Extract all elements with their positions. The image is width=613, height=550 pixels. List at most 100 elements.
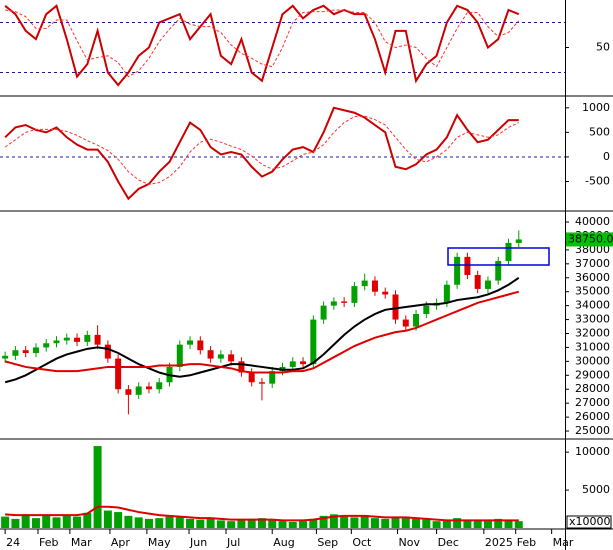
volume-bar xyxy=(432,521,441,528)
candle-body xyxy=(84,334,91,342)
x-tick-label: Dec xyxy=(438,536,459,549)
y-tick-label: 34000 xyxy=(575,299,610,312)
volume-bar xyxy=(340,516,349,528)
x-tick-label: Feb xyxy=(517,536,536,549)
candle-body xyxy=(258,382,265,384)
x-tick-label: Sep xyxy=(317,536,338,549)
x-tick-label: 2025 xyxy=(485,536,513,549)
candle-body xyxy=(402,319,409,327)
volume-bar xyxy=(134,517,143,528)
candle-body xyxy=(53,340,60,344)
candle-body xyxy=(43,343,50,348)
volume-bar xyxy=(309,518,318,528)
y-tick-label: -500 xyxy=(585,175,610,188)
candle-body xyxy=(443,284,450,303)
volume-bar xyxy=(103,510,112,528)
candle-body xyxy=(413,313,420,327)
candle-body xyxy=(495,261,502,281)
volume-bar xyxy=(42,515,51,528)
volume-bar xyxy=(196,519,205,528)
y-tick-label: 10000 xyxy=(575,445,610,458)
unit-box xyxy=(566,515,612,529)
candle-body xyxy=(464,256,471,275)
y-tick-label: 25000 xyxy=(575,424,610,437)
candle-body xyxy=(330,301,337,306)
x-tick-label: Oct xyxy=(352,536,372,549)
volume-bar xyxy=(401,516,410,528)
line-series xyxy=(4,290,520,374)
y-tick-label: 35000 xyxy=(575,285,610,298)
y-tick-label: 50 xyxy=(596,41,610,54)
candle-body xyxy=(156,382,163,390)
volume-bar xyxy=(278,521,287,528)
candle-body xyxy=(371,280,378,292)
y-tick-label: 36000 xyxy=(575,271,610,284)
candle-body xyxy=(228,354,235,362)
volume-bar xyxy=(186,518,195,528)
volume-bar xyxy=(473,520,482,528)
volume-bar xyxy=(11,518,20,528)
volume-bar xyxy=(206,518,215,528)
volume-bar xyxy=(453,518,462,528)
volume-bar xyxy=(350,517,359,528)
x-tick-label: Mar xyxy=(71,536,92,549)
volume-bar xyxy=(381,518,390,528)
y-tick-label: 33000 xyxy=(575,313,610,326)
volume-bar xyxy=(114,512,123,528)
candle-body xyxy=(351,286,358,303)
volume-bar xyxy=(257,518,266,528)
volume-bar xyxy=(227,521,236,528)
y-tick-label: 5000 xyxy=(582,483,610,496)
volume-bar xyxy=(21,514,30,528)
y-tick-label: 37000 xyxy=(575,257,610,270)
candle-body xyxy=(125,389,132,395)
volume-bar xyxy=(442,520,451,528)
volume-bar xyxy=(299,521,308,528)
candle-body xyxy=(2,355,9,359)
last-price-box xyxy=(566,232,613,247)
y-tick-label: 32000 xyxy=(575,326,610,339)
volume-bar xyxy=(62,515,71,528)
line-series xyxy=(5,9,520,78)
x-tick-label: 24 xyxy=(6,536,20,549)
volume-bar xyxy=(360,515,369,528)
volume-bar xyxy=(124,515,133,528)
volume-bar xyxy=(483,519,492,528)
candle-body xyxy=(484,280,491,289)
volume-bar xyxy=(93,446,102,528)
volume-bar xyxy=(412,518,421,528)
volume-bar xyxy=(83,512,92,528)
candle-body xyxy=(207,350,214,359)
candle-body xyxy=(423,305,430,314)
volume-bar xyxy=(422,519,431,528)
candle-body xyxy=(515,239,522,243)
candle-body xyxy=(382,291,389,295)
volume-bar xyxy=(175,517,184,528)
candle-body xyxy=(238,361,245,373)
y-tick-label: 31000 xyxy=(575,340,610,353)
candle-body xyxy=(320,305,327,320)
candle-body xyxy=(361,280,368,287)
volume-bar xyxy=(73,516,82,528)
volume-bar xyxy=(463,519,472,528)
x-tick-label: May xyxy=(148,536,171,549)
unit-label: x10000 xyxy=(569,515,611,528)
line-series xyxy=(4,276,520,384)
y-tick-label: 28000 xyxy=(575,382,610,395)
volume-bar xyxy=(514,521,523,528)
candle-body xyxy=(310,319,317,365)
last-price-label: 38750.00 xyxy=(568,232,613,245)
volume-bar xyxy=(165,516,174,528)
x-tick-label: Mar xyxy=(553,536,574,549)
candle-body xyxy=(454,256,461,285)
candle-body xyxy=(32,347,39,354)
candle-body xyxy=(135,386,142,395)
candle-body xyxy=(145,386,152,390)
y-tick-label: 26000 xyxy=(575,410,610,423)
volume-bar xyxy=(155,518,164,528)
candle-body xyxy=(12,350,19,356)
candle-body xyxy=(176,344,183,367)
candle-body xyxy=(505,242,512,262)
line-series xyxy=(4,106,519,201)
